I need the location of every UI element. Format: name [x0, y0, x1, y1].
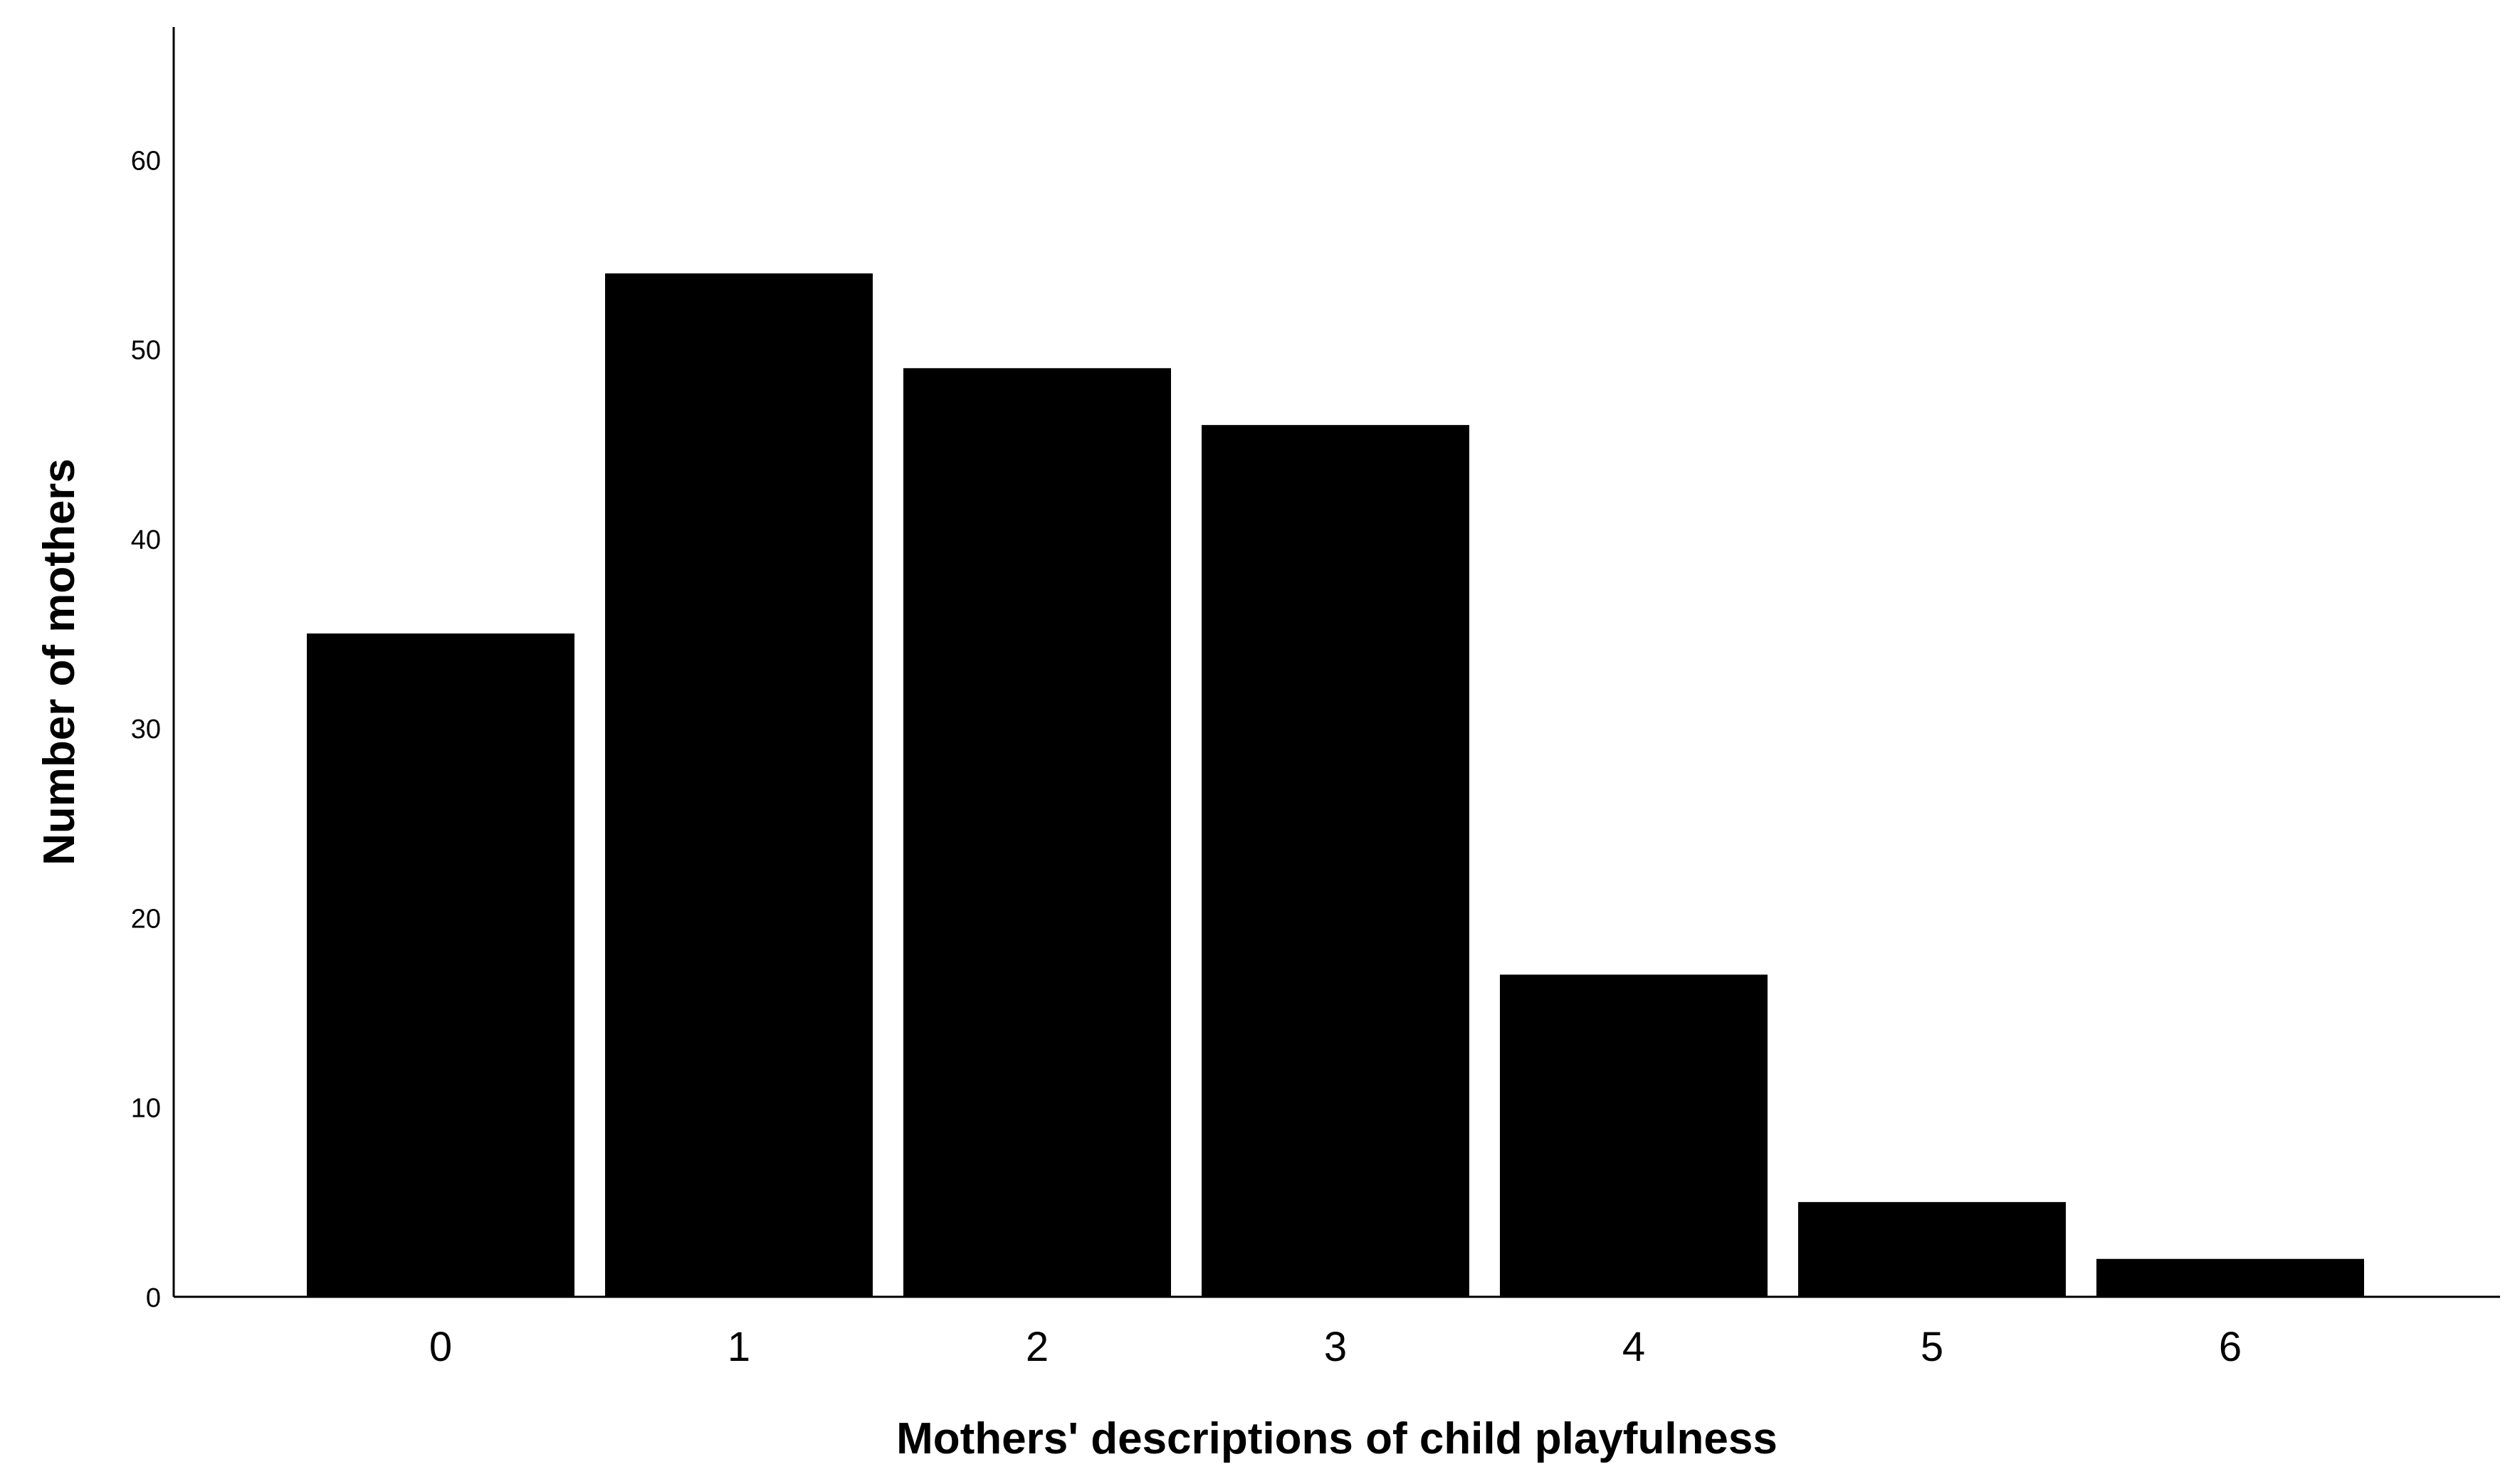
x-tick-label: 5 [1921, 1324, 1943, 1370]
x-tick-label: 1 [728, 1324, 750, 1370]
x-tick-label: 4 [1622, 1324, 1645, 1370]
y-tick-label: 20 [131, 904, 161, 934]
x-tick-labels: 0 1 2 3 4 5 6 [429, 1324, 2242, 1370]
bar-1 [605, 273, 873, 1297]
x-tick-label: 0 [429, 1324, 452, 1370]
bar-0 [307, 633, 574, 1297]
bar-2 [903, 368, 1171, 1297]
y-tick-labels: 0 10 20 30 40 50 60 [131, 146, 161, 1313]
y-tick-label: 0 [146, 1283, 161, 1313]
y-tick-label: 10 [131, 1094, 161, 1124]
x-axis-title: Mothers' descriptions of child playfulne… [896, 1414, 1778, 1463]
bars-layer [307, 273, 2364, 1297]
bar-3 [1202, 425, 1469, 1297]
y-tick-label: 60 [131, 146, 161, 176]
bar-5 [1798, 1201, 2066, 1297]
y-tick-label: 50 [131, 336, 161, 366]
x-tick-label: 6 [2219, 1324, 2242, 1370]
y-tick-label: 40 [131, 525, 161, 555]
y-tick-label: 30 [131, 715, 161, 744]
bar-6 [2096, 1258, 2364, 1297]
bar-4 [1500, 974, 1768, 1297]
x-tick-label: 2 [1026, 1324, 1049, 1370]
y-axis-title: Number of mothers [35, 458, 84, 865]
x-tick-label: 3 [1324, 1324, 1347, 1370]
